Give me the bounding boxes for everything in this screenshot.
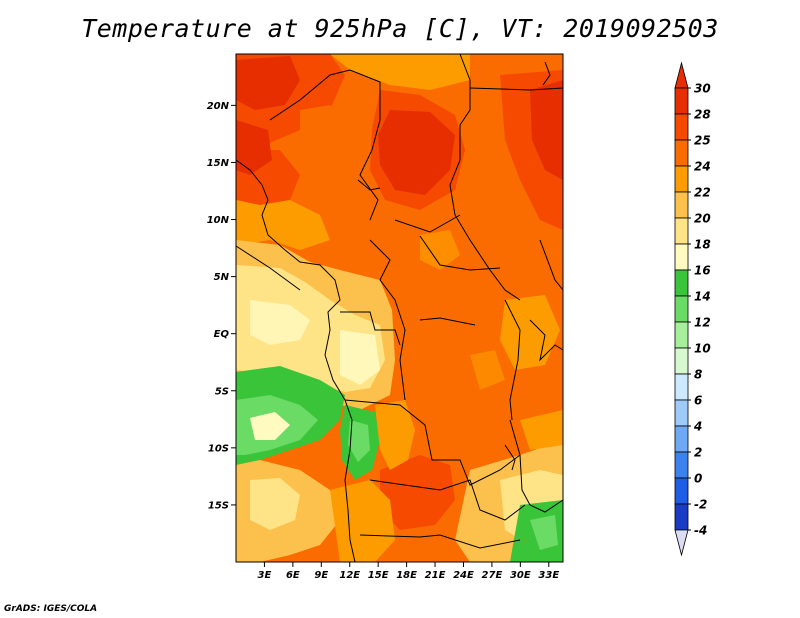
lon-tick-label: 21E [425,570,446,581]
lat-tick-label: 15N [207,158,230,169]
lon-tick-label: 33E [538,570,559,581]
colorbar-swatch [674,399,689,427]
colorbar-label: 28 [694,108,711,122]
colorbar-label: 24 [694,160,711,174]
colorbar-label: 18 [694,238,711,252]
colorbar-label: 8 [694,368,702,382]
colorbar-swatch [674,477,689,505]
lon-tick-label: 24E [453,570,474,581]
lat-tick-label: 15S [208,500,229,511]
lon-tick-label: 27E [482,570,503,581]
lat-tick-label: 20N [207,101,230,112]
colorbar-label: 16 [694,264,711,278]
colorbar-swatch [674,113,689,141]
country-borders [235,53,564,563]
grads-footer: GrADS: IGES/COLA [4,604,98,614]
colorbar-label: -4 [694,524,707,538]
colorbar-swatch [674,503,689,531]
colorbar-top-arrow [674,61,689,89]
lon-tick-label: 30E [510,570,531,581]
colorbar-swatch [674,425,689,453]
longitude-axis: 3E 6E 9E 12E 15E 18E 21E 24E 27E 30E 33E [258,562,559,581]
lon-tick-label: 15E [368,570,389,581]
colorbar-bottom-arrow [674,529,689,557]
lat-tick-label: 10N [207,215,230,226]
colorbar-swatch [674,165,689,193]
colorbar-label: 4 [693,420,702,434]
lat-tick-label: 5N [214,272,230,283]
lat-tick-label: 5S [215,386,229,397]
colorbar-swatch [674,243,689,271]
colorbar-swatch [674,139,689,167]
colorbar-label: -2 [694,498,707,512]
lat-tick-label: 10S [208,443,229,454]
map-frame [235,53,564,563]
map-title: Temperature at 925hPa [C], VT: 201909250… [81,14,719,43]
colorbar-label: 22 [694,186,711,200]
colorbar-label: 0 [694,472,702,486]
colorbar-label: 12 [694,316,711,330]
lon-tick-label: 3E [258,570,272,581]
latitude-axis: 20N 15N 10N 5N EQ 5S 10S 15S [207,101,236,511]
lon-tick-label: 9E [314,570,328,581]
colorbar-label: 6 [694,394,702,408]
lon-tick-label: 6E [286,570,300,581]
lon-tick-label: 18E [396,570,417,581]
colorbar-swatch [674,269,689,297]
colorbar-label: 10 [694,342,711,356]
colorbar-label: 2 [694,446,702,460]
colorbar-label: 25 [694,134,711,148]
lat-tick-label: EQ [214,329,230,340]
temperature-field [236,54,563,562]
colorbar-swatch [674,87,689,115]
lon-tick-label: 12E [339,570,360,581]
colorbar-label: 14 [694,290,711,304]
colorbar-swatch [674,295,689,323]
colorbar-swatch [674,451,689,479]
colorbar-label: 30 [694,82,711,96]
colorbar-swatch [674,373,689,401]
colorbar-swatch [674,347,689,375]
colorbar-label: 20 [694,212,711,226]
colorbar-swatch [674,191,689,219]
colorbar-swatch [674,217,689,245]
colorbar-swatch [674,321,689,349]
